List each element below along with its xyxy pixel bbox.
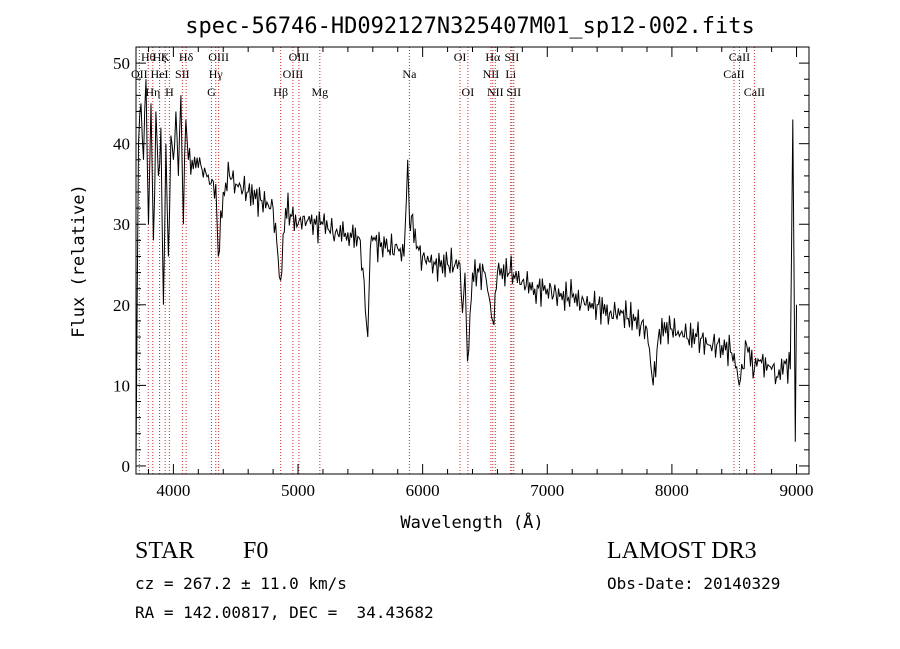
line-marker-label: OII xyxy=(131,67,148,81)
line-marker-label: Li xyxy=(505,67,516,81)
x-axis-label: Wavelength (Å) xyxy=(400,511,543,533)
y-axis-label: Flux (relative) xyxy=(69,184,89,338)
observation-date: Obs-Date: 20140329 xyxy=(607,574,781,593)
x-tick-label: 7000 xyxy=(530,481,564,500)
redshift-cz: cz = 267.2 ± 11.0 km/s xyxy=(135,574,347,593)
plot-frame xyxy=(135,46,810,475)
line-marker-label: Mg xyxy=(311,85,328,99)
line-marker-label: G xyxy=(207,85,216,99)
x-tick-label: 9000 xyxy=(780,481,814,500)
spectral-line-markers: OIIHθHηHζHeIKHHδSIIGHγOIIIHβOIIIOIIIMgNa… xyxy=(131,47,765,474)
chart-title: spec-56746-HD092127N325407M01_sp12-002.f… xyxy=(185,14,755,39)
line-marker-label: Hγ xyxy=(209,67,224,81)
line-marker-label: NII xyxy=(487,85,504,99)
line-marker-label: OIII xyxy=(283,67,304,81)
sky-coordinates: RA = 142.00817, DEC = 34.43682 xyxy=(135,603,434,622)
line-marker-label: OIII xyxy=(289,50,310,64)
x-tick-label: 6000 xyxy=(406,481,440,500)
y-tick-label: 40 xyxy=(113,135,130,154)
line-marker-label: SII xyxy=(506,85,521,99)
line-marker-label: Hθ xyxy=(141,50,156,64)
line-marker-label: CaII xyxy=(729,50,750,64)
line-marker-label: Hα xyxy=(485,50,501,64)
x-tick-label: 5000 xyxy=(281,481,315,500)
line-marker-label: K xyxy=(161,50,170,64)
line-marker-label: Na xyxy=(402,67,417,81)
spectrum-plot: spec-56746-HD092127N325407M01_sp12-002.f… xyxy=(69,14,814,533)
x-tick-label: 8000 xyxy=(655,481,689,500)
line-marker-label: OIII xyxy=(208,50,229,64)
spectrum-series xyxy=(135,79,797,466)
line-marker-label: NII xyxy=(483,67,500,81)
y-tick-label: 20 xyxy=(113,296,130,315)
y-tick-label: 50 xyxy=(113,54,130,73)
survey-name: LAMOST DR3 xyxy=(607,538,757,564)
axis-ticks: 4000 5000 6000 7000 8000 9000 0 10 20 30 40 50 xyxy=(113,47,814,500)
line-marker-label: Hβ xyxy=(273,85,288,99)
line-marker-label: OI xyxy=(454,50,467,64)
object-subclass: F0 xyxy=(243,538,269,564)
line-marker-label: OI xyxy=(462,85,475,99)
line-marker-label: CaII xyxy=(723,67,744,81)
series-flux-line xyxy=(135,79,797,466)
y-tick-label: 10 xyxy=(113,376,130,395)
x-tick-label: 4000 xyxy=(156,481,190,500)
y-tick-label: 30 xyxy=(113,215,130,234)
line-marker-label: SII xyxy=(175,67,190,81)
line-marker-label: CaII xyxy=(744,85,765,99)
line-marker-label: Hη xyxy=(145,85,160,99)
line-marker-label: H xyxy=(165,85,174,99)
line-marker-label: Hδ xyxy=(179,50,194,64)
line-marker-label: SII xyxy=(505,50,520,64)
line-marker-label: HeI xyxy=(151,67,169,81)
object-class: STAR xyxy=(135,538,195,564)
y-tick-label: 0 xyxy=(122,457,131,476)
